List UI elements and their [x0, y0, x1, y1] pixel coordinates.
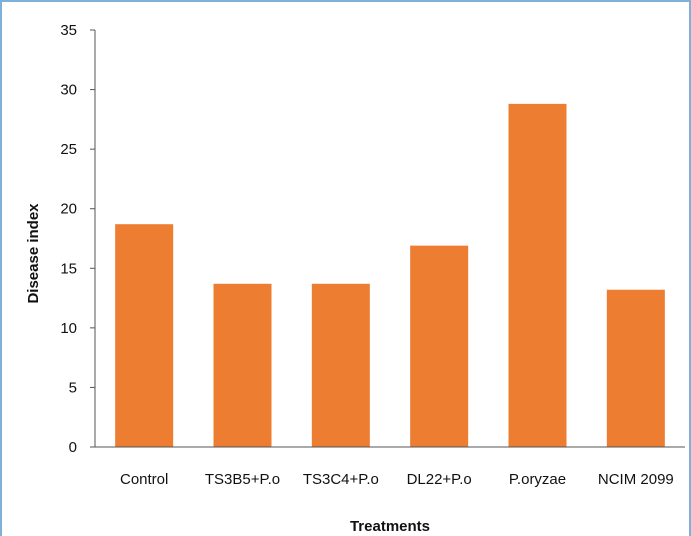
bar-ts3c4-p-o	[311, 283, 370, 447]
bar-control	[115, 224, 174, 447]
y-tick-label: 15	[60, 260, 77, 277]
y-tick-label: 20	[60, 201, 77, 218]
y-axis-ticks: 0 5 10 15 20 25 30 35	[60, 22, 95, 456]
x-axis-title: Treatments	[350, 518, 430, 535]
y-tick-label: 5	[69, 379, 77, 396]
x-tick-label: TS3B5+P.o	[205, 471, 280, 488]
y-tick-label: 25	[60, 141, 77, 158]
bars	[115, 103, 665, 448]
y-tick-label: 10	[60, 320, 77, 337]
bar-ncim-2099	[606, 289, 665, 447]
bar-ts3b5-p-o	[213, 283, 272, 447]
bar-p-oryzae	[508, 103, 567, 448]
y-tick-label: 0	[69, 439, 77, 456]
x-tick-label: NCIM 2099	[598, 471, 674, 488]
x-tick-label: TS3C4+P.o	[303, 471, 379, 488]
x-axis-ticks: Control TS3B5+P.o TS3C4+P.o DL22+P.o P.oryza…	[120, 471, 674, 488]
x-tick-label: Control	[120, 471, 168, 488]
x-tick-label: DL22+P.o	[407, 471, 472, 488]
x-tick-label: P.oryzae	[509, 471, 566, 488]
y-axis-title: Disease index	[25, 203, 42, 304]
y-tick-label: 30	[60, 82, 77, 99]
y-tick-label: 35	[60, 22, 77, 39]
bar-dl22-p-o	[410, 245, 469, 447]
